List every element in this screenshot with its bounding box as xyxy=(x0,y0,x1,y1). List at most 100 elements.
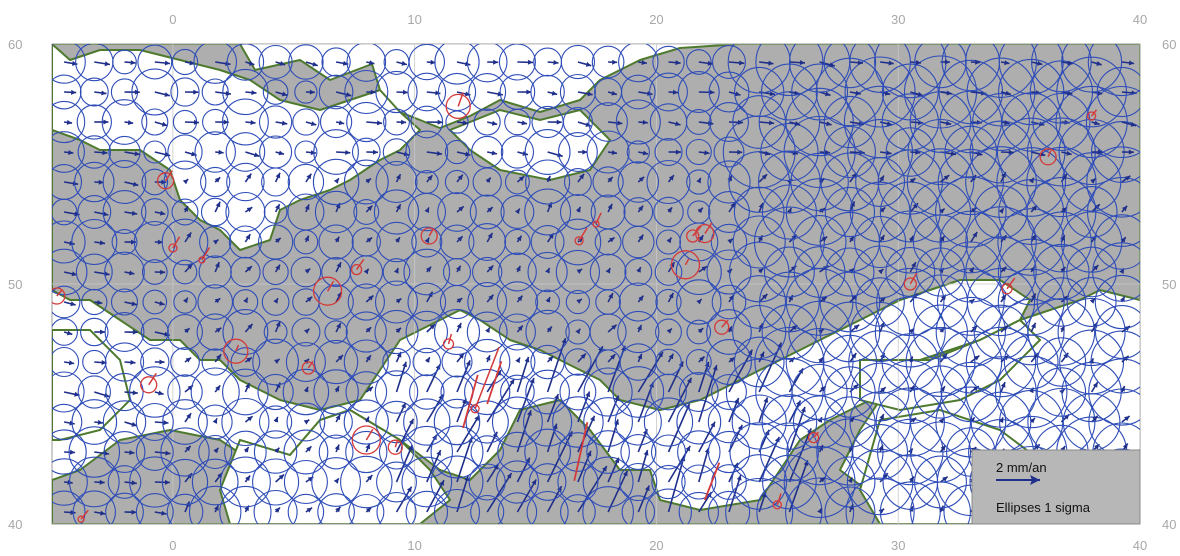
error-ellipse xyxy=(353,199,380,225)
velocity-arrowhead xyxy=(131,509,137,515)
error-ellipse xyxy=(560,44,596,80)
velocity-arrowhead xyxy=(164,92,170,97)
velocity-arrowhead xyxy=(401,402,406,409)
station-arrow xyxy=(326,280,335,292)
velocity-arrowhead xyxy=(849,417,855,423)
error-ellipse xyxy=(708,71,750,113)
error-ellipse xyxy=(731,454,788,510)
error-ellipse xyxy=(261,288,290,316)
velocity-arrowhead xyxy=(406,486,412,493)
error-ellipse xyxy=(530,225,565,259)
velocity-arrowhead xyxy=(366,237,373,243)
error-ellipse xyxy=(285,341,326,383)
error-ellipse xyxy=(761,394,818,450)
error-ellipse xyxy=(686,169,712,195)
velocity-arrowhead xyxy=(855,90,861,96)
velocity-arrowhead xyxy=(103,119,109,125)
error-ellipse xyxy=(524,188,572,236)
station-arrow xyxy=(235,344,240,352)
error-ellipse xyxy=(586,430,630,474)
velocity-arrowhead xyxy=(131,210,138,216)
velocity-arrowhead xyxy=(366,507,372,513)
velocity-arrowhead xyxy=(614,395,619,402)
velocity-arrowhead xyxy=(214,505,219,511)
velocity-arrowhead xyxy=(1124,175,1131,181)
velocity-arrow xyxy=(758,436,780,483)
error-ellipse xyxy=(161,458,209,506)
velocity-arrowhead xyxy=(427,175,433,181)
error-ellipse xyxy=(226,162,265,202)
velocity-arrowhead xyxy=(223,119,229,125)
velocity-arrowhead xyxy=(273,298,278,304)
error-ellipse xyxy=(129,456,181,508)
velocity-arrowhead xyxy=(515,265,521,272)
error-ellipse xyxy=(373,189,420,235)
velocity-arrowhead xyxy=(729,357,735,363)
velocity-arrow xyxy=(788,427,812,483)
velocity-arrowhead xyxy=(1122,205,1128,212)
velocity-arrowhead xyxy=(1031,205,1037,211)
error-ellipse xyxy=(497,492,538,524)
error-ellipse xyxy=(80,317,109,347)
velocity-arrowhead xyxy=(675,121,681,127)
velocity-arrowhead xyxy=(245,234,251,240)
error-ellipse xyxy=(728,241,790,303)
velocity-arrowhead xyxy=(336,262,341,268)
velocity-arrowhead xyxy=(672,89,679,95)
error-ellipse xyxy=(790,152,849,212)
velocity-arrowhead xyxy=(408,445,413,451)
error-ellipse xyxy=(201,348,229,376)
velocity-arrowhead xyxy=(1122,443,1128,449)
error-ellipse xyxy=(1027,298,1096,366)
error-ellipse xyxy=(52,346,80,378)
error-ellipse xyxy=(820,152,880,212)
velocity-arrowhead xyxy=(1124,416,1130,422)
error-ellipse xyxy=(562,106,593,138)
velocity-arrowhead xyxy=(878,444,884,451)
velocity-arrowhead xyxy=(1119,268,1124,274)
error-ellipse xyxy=(1086,146,1140,218)
velocity-arrowhead xyxy=(605,268,611,274)
lat-tick-label-right: 60 xyxy=(1162,37,1176,52)
velocity-arrowhead xyxy=(336,323,341,329)
velocity-arrowhead xyxy=(250,120,256,125)
error-ellipse xyxy=(853,245,907,299)
velocity-arrowhead xyxy=(1097,149,1103,155)
legend-box xyxy=(971,449,1141,525)
velocity-arrowhead xyxy=(940,445,946,451)
error-ellipse xyxy=(111,229,138,255)
error-ellipse xyxy=(383,108,410,136)
error-ellipse xyxy=(729,422,789,482)
velocity-arrowhead xyxy=(909,476,914,483)
station-arrow xyxy=(447,333,453,345)
velocity-arrowhead xyxy=(942,353,947,360)
error-ellipse xyxy=(879,181,941,243)
lat-tick-label-left: 50 xyxy=(8,277,22,292)
error-ellipse xyxy=(74,161,115,203)
velocity-arrowhead xyxy=(915,60,921,65)
velocity-arrowhead xyxy=(159,359,165,365)
velocity-arrowhead xyxy=(878,269,884,275)
velocity-arrowhead xyxy=(98,179,104,185)
velocity-arrowhead xyxy=(585,391,591,398)
velocity-arrowhead xyxy=(727,326,732,332)
velocity-arrowhead xyxy=(734,397,739,404)
velocity-arrowhead xyxy=(668,353,674,360)
velocity-arrowhead xyxy=(369,60,375,66)
velocity-arrowhead xyxy=(551,90,558,96)
error-ellipse xyxy=(290,256,322,288)
error-ellipse xyxy=(497,252,537,292)
velocity-arrowhead xyxy=(215,262,220,268)
error-ellipse xyxy=(314,190,358,234)
velocity-arrowhead xyxy=(487,232,493,239)
error-ellipse xyxy=(617,161,660,203)
velocity-arrowhead xyxy=(97,300,103,305)
error-ellipse xyxy=(263,200,288,224)
error-ellipse xyxy=(564,348,592,376)
velocity-arrowhead xyxy=(704,150,710,156)
velocity-arrowhead xyxy=(1130,122,1137,127)
error-ellipse xyxy=(592,166,624,198)
velocity-arrowhead xyxy=(367,386,373,392)
error-ellipse xyxy=(52,318,78,346)
velocity-arrowhead xyxy=(825,91,831,97)
